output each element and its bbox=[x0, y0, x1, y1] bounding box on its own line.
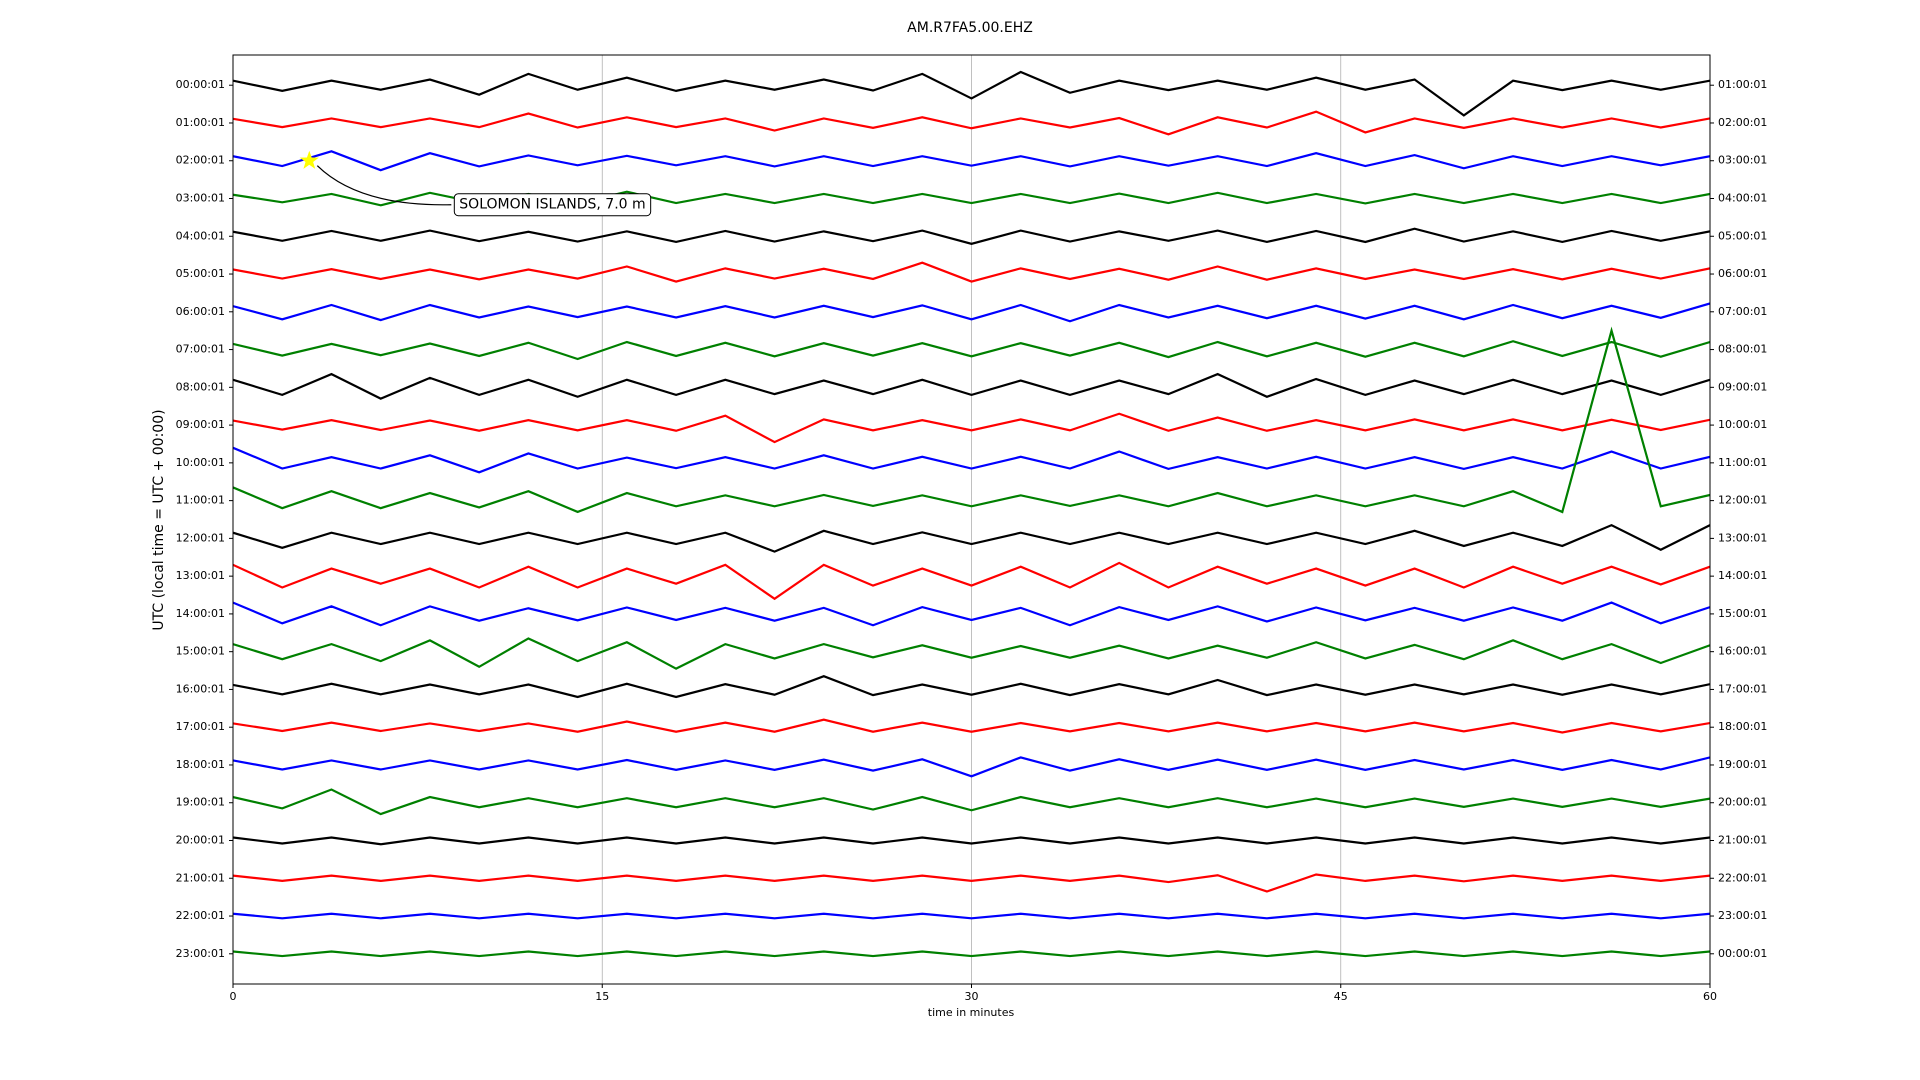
y2-tick-label: 23:00:01 bbox=[1718, 909, 1767, 922]
trace bbox=[233, 70, 1710, 117]
y2-tick-label: 13:00:01 bbox=[1718, 531, 1767, 544]
trace bbox=[233, 601, 1710, 627]
trace bbox=[233, 302, 1710, 323]
y2-tick-label: 11:00:01 bbox=[1718, 456, 1767, 469]
y2-tick-label: 07:00:01 bbox=[1718, 305, 1767, 318]
y-tick-label: 17:00:01 bbox=[176, 720, 225, 733]
y-tick-label: 06:00:01 bbox=[176, 305, 225, 318]
trace bbox=[233, 227, 1710, 245]
y2-tick-label: 09:00:01 bbox=[1718, 380, 1767, 393]
x-tick-label: 30 bbox=[965, 990, 979, 1003]
y2-tick-label: 00:00:01 bbox=[1718, 947, 1767, 960]
y2-tick-label: 14:00:01 bbox=[1718, 569, 1767, 582]
y-tick-label: 10:00:01 bbox=[176, 456, 225, 469]
trace bbox=[233, 718, 1710, 734]
y-tick-label: 05:00:01 bbox=[176, 267, 225, 280]
x-tick-label: 0 bbox=[230, 990, 237, 1003]
y2-tick-label: 12:00:01 bbox=[1718, 494, 1767, 507]
y-tick-label: 11:00:01 bbox=[176, 494, 225, 507]
y-tick-label: 21:00:01 bbox=[176, 871, 225, 884]
trace bbox=[233, 110, 1710, 136]
y2-tick-label: 18:00:01 bbox=[1718, 720, 1767, 733]
annotation-box bbox=[453, 193, 652, 217]
y2-tick-label: 16:00:01 bbox=[1718, 645, 1767, 658]
y-tick-label: 18:00:01 bbox=[176, 758, 225, 771]
event-star bbox=[299, 150, 319, 169]
y-tick-label: 09:00:01 bbox=[176, 418, 225, 431]
y-tick-label: 14:00:01 bbox=[176, 607, 225, 620]
trace bbox=[233, 372, 1710, 400]
y2-tick-label: 03:00:01 bbox=[1718, 154, 1767, 167]
y-tick-label: 00:00:01 bbox=[176, 78, 225, 91]
trace bbox=[233, 788, 1710, 816]
y-tick-label: 22:00:01 bbox=[176, 909, 225, 922]
y2-tick-label: 04:00:01 bbox=[1718, 192, 1767, 205]
y2-tick-label: 19:00:01 bbox=[1718, 758, 1767, 771]
x-tick-label: 45 bbox=[1334, 990, 1348, 1003]
y-tick-label: 13:00:01 bbox=[176, 569, 225, 582]
y-tick-label: 07:00:01 bbox=[176, 343, 225, 356]
trace bbox=[233, 340, 1710, 361]
trace bbox=[233, 523, 1710, 553]
y-tick-label: 04:00:01 bbox=[176, 229, 225, 242]
x-tick-label: 15 bbox=[595, 990, 609, 1003]
y2-tick-label: 21:00:01 bbox=[1718, 833, 1767, 846]
plot-frame bbox=[232, 54, 1711, 985]
y2-tick-label: 02:00:01 bbox=[1718, 116, 1767, 129]
y-tick-label: 16:00:01 bbox=[176, 682, 225, 695]
x-tick-label: 60 bbox=[1703, 990, 1717, 1003]
y-tick-label: 12:00:01 bbox=[176, 531, 225, 544]
trace bbox=[233, 873, 1710, 893]
y2-tick-label: 01:00:01 bbox=[1718, 78, 1767, 91]
trace bbox=[233, 150, 1710, 172]
chart-title: AM.R7FA5.00.EHZ bbox=[907, 20, 1033, 36]
trace bbox=[233, 756, 1710, 778]
y-tick-label: 15:00:01 bbox=[176, 645, 225, 658]
y2-tick-label: 08:00:01 bbox=[1718, 343, 1767, 356]
y2-tick-label: 20:00:01 bbox=[1718, 796, 1767, 809]
y-tick-label: 23:00:01 bbox=[176, 947, 225, 960]
y-tick-label: 01:00:01 bbox=[176, 116, 225, 129]
trace bbox=[233, 412, 1710, 444]
y-tick-label: 19:00:01 bbox=[176, 796, 225, 809]
trace bbox=[233, 637, 1710, 670]
trace bbox=[233, 446, 1710, 474]
trace bbox=[233, 261, 1710, 283]
trace bbox=[233, 836, 1710, 846]
y2-tick-label: 05:00:01 bbox=[1718, 229, 1767, 242]
y-tick-label: 03:00:01 bbox=[176, 192, 225, 205]
y-tick-label: 02:00:01 bbox=[176, 154, 225, 167]
x-axis-label: time in minutes bbox=[928, 1006, 1015, 1019]
trace bbox=[233, 675, 1710, 699]
annotation-label: SOLOMON ISLANDS, 7.0 m bbox=[459, 197, 645, 213]
trace bbox=[233, 950, 1710, 958]
y-tick-label: 20:00:01 bbox=[176, 833, 225, 846]
y-axis-label: UTC (local time = UTC + 00:00) bbox=[151, 409, 167, 630]
y-tick-label: 08:00:01 bbox=[176, 380, 225, 393]
trace bbox=[233, 326, 1710, 514]
y2-tick-label: 22:00:01 bbox=[1718, 871, 1767, 884]
y2-tick-label: 10:00:01 bbox=[1718, 418, 1767, 431]
y2-tick-label: 06:00:01 bbox=[1718, 267, 1767, 280]
y2-tick-label: 17:00:01 bbox=[1718, 682, 1767, 695]
y2-tick-label: 15:00:01 bbox=[1718, 607, 1767, 620]
trace bbox=[233, 561, 1710, 601]
trace bbox=[233, 912, 1710, 920]
annotation-arrow bbox=[316, 165, 452, 206]
